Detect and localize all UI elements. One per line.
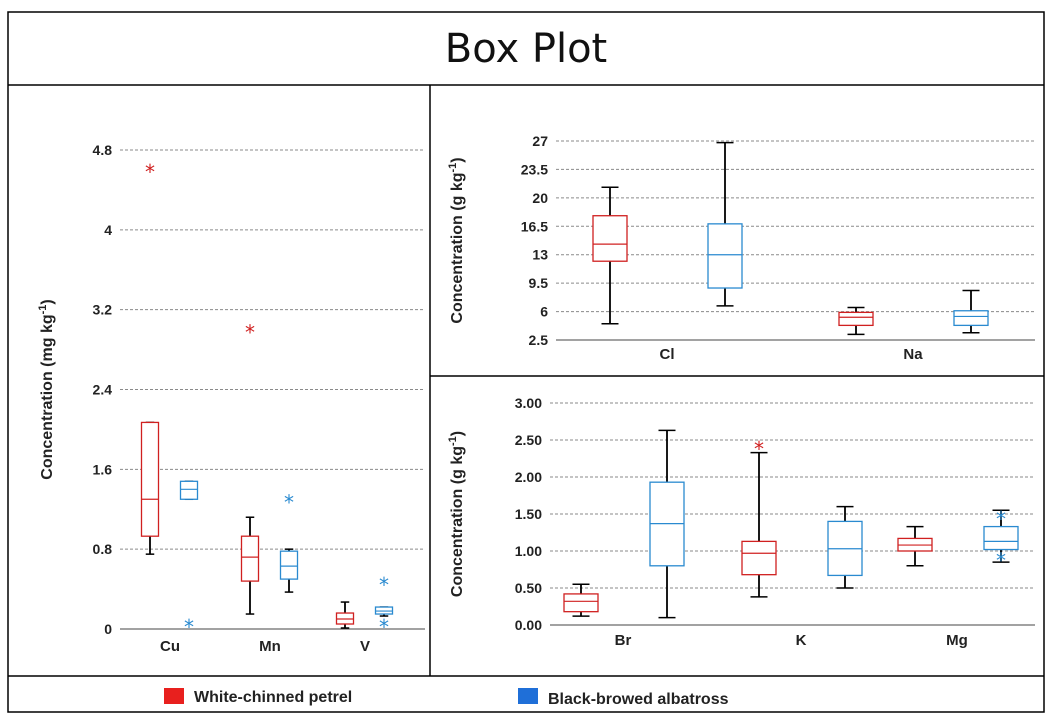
outlier-point: * <box>379 573 389 597</box>
box-na-albatross <box>953 289 989 334</box>
y-tick-label: 3.00 <box>515 395 542 411</box>
outlier-point: * <box>996 549 1006 573</box>
iqr-box <box>179 480 199 500</box>
category-label-v: V <box>360 638 370 655</box>
box-mg-albatross: ** <box>983 507 1019 573</box>
iqr-box <box>140 421 160 537</box>
y-tick-label: 27 <box>532 133 548 149</box>
category-label-mg: Mg <box>946 632 968 649</box>
y-tick-label: 1.00 <box>515 543 542 559</box>
box-v-albatross: ** <box>374 573 394 639</box>
box-k-petrel: * <box>741 437 777 598</box>
figure-border <box>7 11 1045 713</box>
panel-2: 2.5 6 9.5 13 16.5 20 23.5 27 Concentration (g kg… <box>447 133 1035 363</box>
y-tick-label: 16.5 <box>521 218 548 234</box>
box-v-petrel <box>335 601 355 629</box>
iqr-box <box>953 310 989 327</box>
y-tick-label: 3.2 <box>93 302 113 318</box>
outlier-point: * <box>145 160 155 184</box>
panel-1: 0 0.8 1.6 2.4 3.2 4 4.8 Concentration (mg kg-1)… <box>37 142 425 655</box>
legend: White-chinned petrel Black-browed albatr… <box>164 688 729 708</box>
box-br-albatross <box>649 429 685 619</box>
box-cl-albatross <box>707 141 743 307</box>
box-cu-albatross: * <box>179 480 199 639</box>
outlier-point: * <box>996 507 1006 531</box>
y-tick-label: 13 <box>532 247 548 263</box>
iqr-box <box>563 593 599 613</box>
chart-title: Box Plot <box>445 26 607 72</box>
category-label-cl: Cl <box>660 346 675 363</box>
y-tick-label: 9.5 <box>529 275 549 291</box>
outlier-point: * <box>379 615 389 639</box>
outlier-point: * <box>245 321 255 345</box>
y-tick-label: 0.50 <box>515 580 542 596</box>
outlier-point: * <box>754 437 764 461</box>
y-tick-label: 20 <box>532 190 548 206</box>
category-label-k: K <box>796 632 807 649</box>
iqr-box <box>983 525 1019 551</box>
box-mg-petrel <box>897 525 933 567</box>
y-tick-label: 0.8 <box>93 541 113 557</box>
y-tick-label: 2.50 <box>515 432 542 448</box>
iqr-box <box>741 540 777 576</box>
y-tick-label: 23.5 <box>521 161 548 177</box>
box-k-albatross <box>827 505 863 589</box>
iqr-box <box>592 215 628 262</box>
category-label-mn: Mn <box>259 638 281 655</box>
y-tick-label: 2.5 <box>529 332 549 348</box>
box-cl-petrel <box>592 186 628 325</box>
category-label-cu: Cu <box>160 638 180 655</box>
box-mn-petrel: * <box>240 321 260 615</box>
y-tick-label: 0 <box>104 621 112 637</box>
legend-label-petrel: White-chinned petrel <box>194 689 352 706</box>
y-tick-label: 6 <box>540 304 548 320</box>
outlier-point: * <box>284 490 294 514</box>
y-tick-label: 2.4 <box>93 382 113 398</box>
box-mn-albatross: * <box>279 490 299 593</box>
y-tick-label: 4.8 <box>93 142 113 158</box>
legend-label-albatross: Black-browed albatross <box>548 691 729 708</box>
y-tick-label: 1.6 <box>93 461 113 477</box>
y-tick-label: 2.00 <box>515 469 542 485</box>
iqr-box <box>707 223 743 289</box>
iqr-box <box>279 550 299 580</box>
outlier-point: * <box>184 615 194 639</box>
chart-panels: 0 0.8 1.6 2.4 3.2 4 4.8 Concentration (mg kg-1)… <box>37 133 1035 655</box>
y-tick-label: 0.00 <box>515 617 542 633</box>
panel-3: 0.00 0.50 1.00 1.50 2.00 2.50 3.00 Concentratio… <box>447 395 1035 649</box>
box-cu-petrel: * <box>140 160 160 555</box>
legend-swatch-petrel <box>164 688 184 704</box>
y-axis-label: Concentration (g kg-1) <box>447 157 466 323</box>
box-br-petrel <box>563 583 599 617</box>
category-label-br: Br <box>615 632 632 649</box>
iqr-box <box>240 535 260 582</box>
iqr-box <box>838 311 874 327</box>
category-label-na: Na <box>903 346 923 363</box>
y-tick-label: 1.50 <box>515 506 542 522</box>
box-na-petrel <box>838 306 874 336</box>
y-axis-label: Concentration (g kg-1) <box>447 431 466 597</box>
y-axis-label: Concentration (mg kg-1) <box>37 299 56 479</box>
y-tick-label: 4 <box>104 222 112 238</box>
legend-swatch-albatross <box>518 688 538 704</box>
